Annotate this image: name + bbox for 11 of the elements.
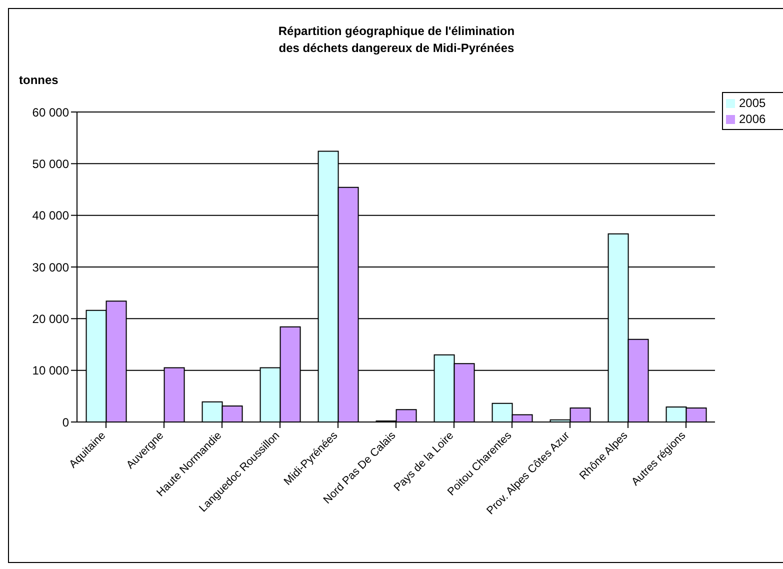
chart-title: Répartition géographique de l'élimination des déchets dangereux de Midi-Pyrénées xyxy=(277,23,516,57)
y-axis-title: tonnes xyxy=(19,73,58,87)
y-tick-label: 30 000 xyxy=(32,260,70,274)
y-tick-label: 0 xyxy=(62,415,70,430)
legend-label: 2006 xyxy=(739,112,766,126)
y-tick-label: 50 000 xyxy=(32,156,70,171)
y-tick-label: 20 000 xyxy=(32,312,70,326)
y-tick-label: 10 000 xyxy=(32,364,70,378)
y-tick-label: 60 000 xyxy=(32,105,70,120)
legend-label: 2005 xyxy=(739,96,766,110)
y-tick-label: 40 000 xyxy=(32,208,70,223)
